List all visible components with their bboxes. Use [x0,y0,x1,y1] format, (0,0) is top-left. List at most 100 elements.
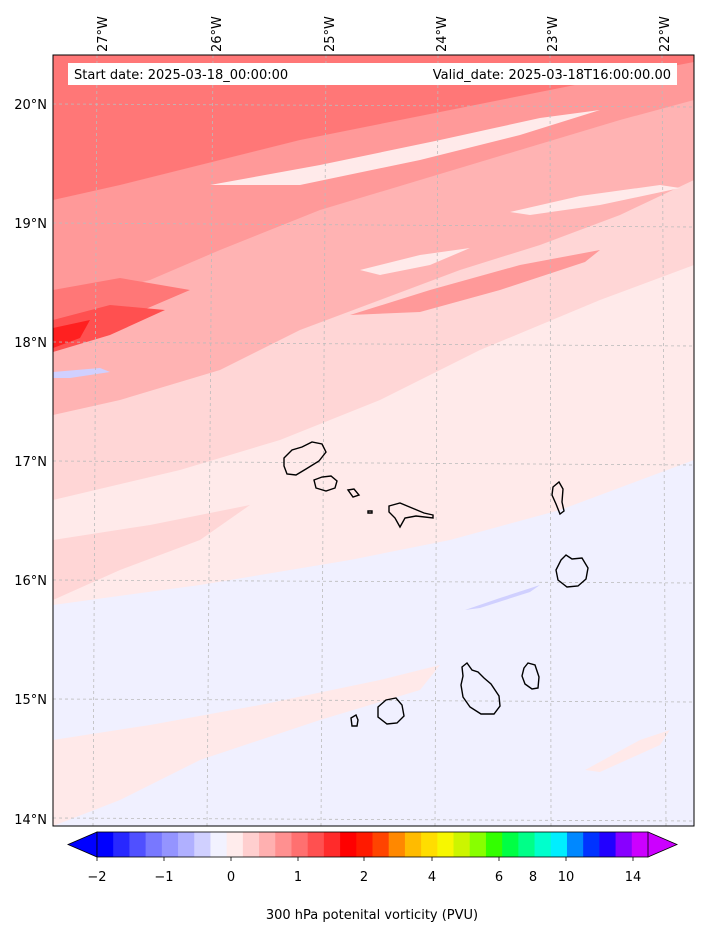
lat-label: 20°N [14,98,47,113]
colorbar-segment [518,832,536,857]
colorbar-segments [97,832,649,857]
lat-label: 14°N [14,813,47,828]
island-boa-vista [555,554,589,588]
meridian-26w [206,55,214,826]
pv-band-3b [350,250,600,315]
colorbar: −2 −1 0 1 2 4 6 8 10 14 300 hPa potenita… [66,831,679,923]
parallel-15n [53,698,694,703]
colorbar-tick-label: 8 [529,870,537,885]
lat-label: 16°N [14,574,47,589]
colorbar-segment [178,832,195,857]
colorbar-segment [404,832,422,857]
island-sal [551,480,565,516]
colorbar-tick-label: 0 [227,870,235,885]
colorbar-segment [388,832,406,857]
colorbar-segment [469,832,487,857]
negative-streak-south [465,585,540,610]
negative-streak-north [53,368,110,378]
colorbar-segment [485,832,503,857]
colorbar-segment [97,832,114,857]
lat-label: 17°N [14,455,47,470]
colorbar-tick-label: 2 [360,870,368,885]
parallel-18n [53,341,694,347]
island-maio [521,662,540,690]
island-santo-antao [283,441,327,476]
island-fogo [377,697,405,725]
valid-date-label: Valid_date: 2025-03-18T16:00:00.00 [433,68,671,83]
lon-label: 23°W [546,16,561,52]
colorbar-segment [599,832,617,857]
colorbar-segment [242,832,260,857]
slight-positive-south [53,665,440,826]
meridian-22w [661,55,667,826]
island-sao-vicente [313,475,338,492]
colorbar-segment [129,832,147,857]
lat-labels: 20°N 19°N 18°N 17°N 16°N 15°N 14°N [14,98,47,828]
colorbar-under-arrow [66,831,98,858]
pv-band-4 [53,55,694,200]
colorbar-tick-labels: −2 −1 0 1 2 4 6 8 10 14 [87,870,641,885]
colorbar-title: 300 hPa potenital vorticity (PVU) [266,908,478,923]
colorbar-segment [161,832,179,857]
colorbar-tick-label: 6 [495,870,503,885]
island-branco [367,510,373,514]
pv-band-1b [53,505,250,600]
meridian-24w [434,55,439,826]
colorbar-segment [372,832,390,857]
colorbar-tick-label: 4 [428,870,436,885]
colorbar-segment [210,832,228,857]
light-streak-3 [510,185,680,215]
lon-label: 24°W [435,16,450,52]
colorbar-segment [534,832,552,857]
info-box: Start date: 2025-03-18_00:00:00 Valid_da… [68,63,677,85]
lat-label: 19°N [14,217,47,232]
start-date-label: Start date: 2025-03-18_00:00:00 [74,68,288,83]
colorbar-segment [583,832,600,857]
colorbar-segment [275,832,293,857]
pv-band-6 [53,320,90,348]
colorbar-tick-label: −2 [87,870,106,885]
colorbar-segment [437,832,455,857]
lon-label: 25°W [323,16,338,52]
island-santiago [460,661,501,715]
colorbar-tick-label: 10 [558,870,575,885]
info-box-background [68,63,677,85]
colorbar-segment [291,832,309,857]
colorbar-ticks [96,857,634,861]
colorbar-segment [421,832,438,857]
positive-band-far-south [585,730,670,772]
pv-band-5 [53,305,165,352]
map-frame [52,54,695,827]
lat-label: 15°N [14,693,47,708]
island-sao-nicolau [388,502,434,529]
colorbar-segment [631,832,649,857]
meridian-25w [320,55,327,826]
colorbar-tick-label: −1 [154,870,173,885]
colorbar-segment [323,832,341,857]
colorbar-segment [113,832,131,857]
light-streak-1 [210,110,600,185]
pv-field [53,55,694,826]
lon-label: 27°W [96,16,111,52]
colorbar-frame [96,831,649,858]
colorbar-tick-label: 14 [625,870,642,885]
meridian-23w [549,55,552,826]
colorbar-segment [566,832,584,857]
colorbar-segment [453,832,471,857]
parallel-20n [53,103,694,108]
lat-label: 18°N [14,336,47,351]
parallel-19n [53,222,694,228]
lon-labels: 27°W 26°W 25°W 24°W 23°W 22°W [96,16,673,52]
colorbar-segment [615,832,633,857]
lon-label: 22°W [658,16,673,52]
coastlines [283,441,589,727]
lon-label: 26°W [210,16,225,52]
graticule [53,55,694,826]
colorbar-segment [502,832,519,857]
colorbar-tick-label: 1 [294,870,302,885]
parallel-14n [53,817,694,822]
colorbar-segment [356,832,374,857]
light-streak-2 [360,248,470,275]
colorbar-segment [340,832,357,857]
